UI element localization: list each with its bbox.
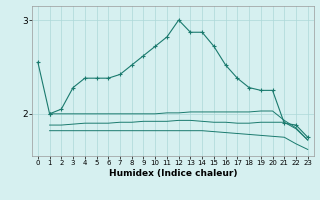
- X-axis label: Humidex (Indice chaleur): Humidex (Indice chaleur): [108, 169, 237, 178]
